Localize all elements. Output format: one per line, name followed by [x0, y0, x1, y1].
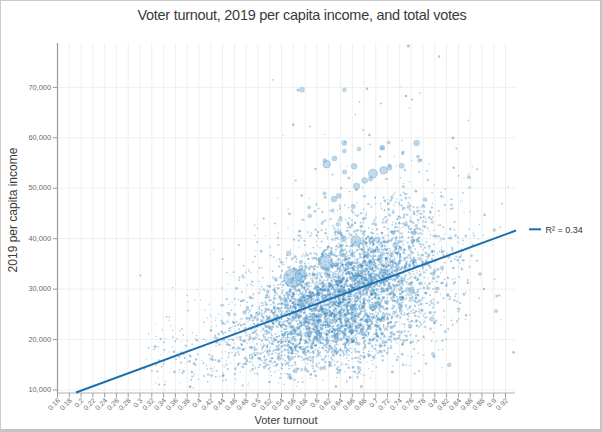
svg-text:0.24: 0.24 — [94, 397, 109, 412]
svg-text:0.32: 0.32 — [141, 397, 156, 412]
svg-text:0.76: 0.76 — [400, 397, 415, 412]
svg-text:0.66: 0.66 — [341, 397, 356, 412]
svg-text:0.34: 0.34 — [153, 397, 168, 412]
svg-text:0.58: 0.58 — [294, 397, 309, 412]
svg-text:0.86: 0.86 — [459, 397, 474, 412]
svg-text:10,000: 10,000 — [28, 385, 51, 394]
svg-text:0.48: 0.48 — [235, 397, 250, 412]
svg-text:0.68: 0.68 — [353, 397, 368, 412]
svg-text:0.78: 0.78 — [412, 397, 427, 412]
svg-text:0.38: 0.38 — [176, 397, 191, 412]
svg-text:0.16: 0.16 — [47, 397, 62, 412]
svg-text:Voter turnout, 2019 per capita: Voter turnout, 2019 per capita income, a… — [137, 7, 466, 23]
svg-text:0.28: 0.28 — [117, 397, 132, 412]
svg-text:0.22: 0.22 — [82, 397, 97, 412]
svg-text:R² = 0.34: R² = 0.34 — [546, 225, 583, 235]
svg-text:0.54: 0.54 — [271, 397, 286, 412]
svg-text:0.46: 0.46 — [224, 397, 239, 412]
svg-text:0.74: 0.74 — [389, 397, 404, 412]
svg-text:30,000: 30,000 — [28, 284, 51, 293]
svg-text:0.72: 0.72 — [377, 397, 392, 412]
svg-text:0.42: 0.42 — [200, 397, 215, 412]
svg-text:0.26: 0.26 — [106, 397, 121, 412]
svg-text:0.56: 0.56 — [282, 397, 297, 412]
svg-text:0.64: 0.64 — [330, 397, 345, 412]
svg-text:0.88: 0.88 — [471, 397, 486, 412]
svg-text:20,000: 20,000 — [28, 335, 51, 344]
svg-text:0.44: 0.44 — [212, 397, 227, 412]
svg-text:0.62: 0.62 — [318, 397, 333, 412]
svg-text:Voter turnout: Voter turnout — [255, 414, 318, 426]
svg-text:40,000: 40,000 — [28, 234, 51, 243]
svg-text:0.92: 0.92 — [495, 397, 510, 412]
svg-text:0.36: 0.36 — [165, 397, 180, 412]
svg-text:0.52: 0.52 — [259, 397, 274, 412]
svg-text:0.84: 0.84 — [448, 397, 463, 412]
svg-text:0.18: 0.18 — [58, 397, 73, 412]
svg-text:0.82: 0.82 — [436, 397, 451, 412]
svg-text:2019 per capita income: 2019 per capita income — [6, 147, 20, 272]
svg-text:50,000: 50,000 — [28, 183, 51, 192]
svg-text:60,000: 60,000 — [28, 133, 51, 142]
svg-text:70,000: 70,000 — [28, 83, 51, 92]
